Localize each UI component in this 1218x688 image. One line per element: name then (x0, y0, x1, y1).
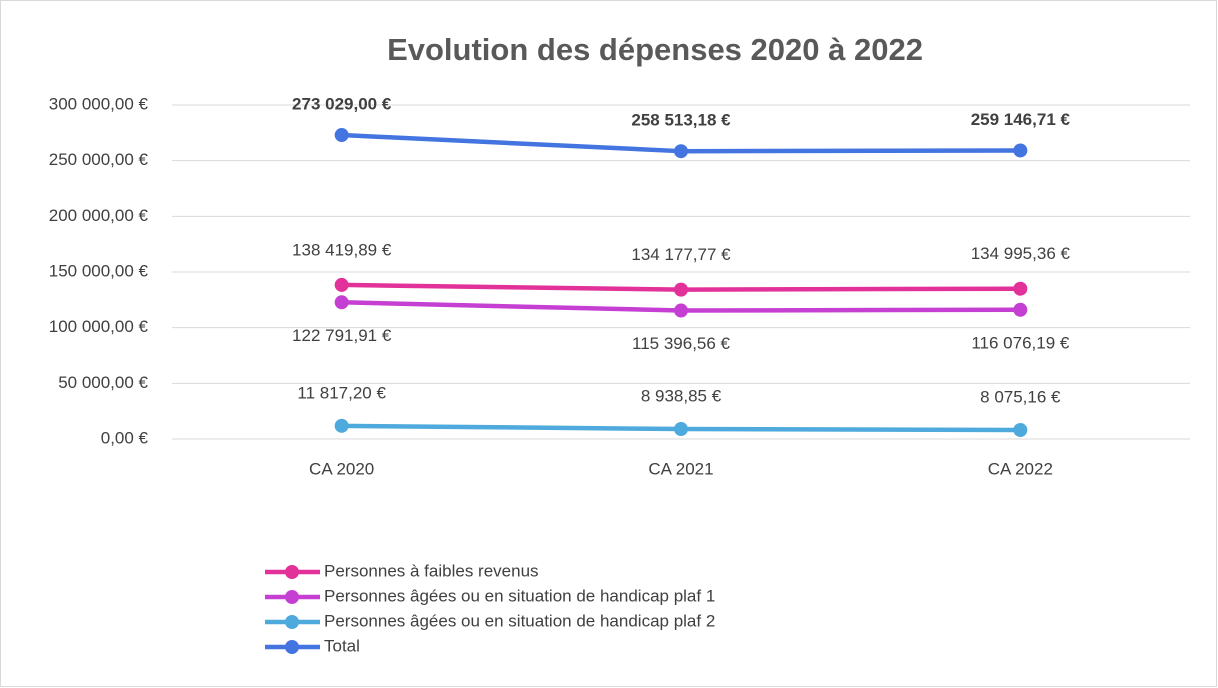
data-point (674, 282, 688, 297)
data-point (674, 303, 688, 318)
data-point (334, 295, 349, 310)
data-point (334, 418, 349, 433)
legend-marker (285, 590, 299, 604)
data-label: 273 029,00 € (292, 95, 392, 114)
y-tick-label: 250 000,00 € (49, 150, 149, 169)
data-label: 8 075,16 € (980, 387, 1061, 406)
data-point (674, 144, 688, 159)
y-tick-label: 300 000,00 € (49, 94, 149, 113)
data-label: 8 938,85 € (641, 387, 722, 406)
data-point (1013, 302, 1028, 317)
data-point (674, 422, 688, 437)
data-point (1013, 423, 1028, 438)
y-tick-label: 50 000,00 € (58, 373, 148, 392)
legend-marker (285, 565, 299, 579)
x-tick-label: CA 2020 (309, 459, 374, 478)
y-tick-label: 150 000,00 € (49, 261, 149, 280)
data-point (334, 277, 349, 292)
data-point (1013, 143, 1028, 158)
data-label: 11 817,20 € (297, 383, 386, 402)
y-tick-label: 100 000,00 € (49, 317, 149, 336)
legend-label: Total (324, 636, 360, 655)
x-tick-label: CA 2021 (648, 459, 713, 478)
data-point (1013, 281, 1028, 296)
data-label: 259 146,71 € (971, 110, 1071, 129)
data-label: 122 791,91 € (292, 326, 392, 345)
data-label: 258 513,18 € (631, 111, 731, 130)
y-tick-label: 200 000,00 € (49, 206, 149, 225)
legend-marker (285, 615, 299, 629)
legend-label: Personnes à faibles revenus (324, 561, 539, 580)
chart-title: Evolution des dépenses 2020 à 2022 (387, 32, 923, 67)
data-label: 134 995,36 € (971, 244, 1071, 263)
data-point (334, 128, 349, 143)
legend-label: Personnes âgées ou en situation de handi… (324, 586, 715, 605)
data-label: 116 076,19 € (971, 333, 1070, 352)
data-label: 138 419,89 € (292, 240, 392, 259)
legend-label: Personnes âgées ou en situation de handi… (324, 611, 715, 630)
y-tick-label: 0,00 € (101, 428, 149, 447)
data-label: 134 177,77 € (631, 245, 731, 264)
x-tick-label: CA 2022 (988, 459, 1053, 478)
data-label: 115 396,56 € (632, 334, 731, 353)
legend-marker (285, 640, 299, 654)
